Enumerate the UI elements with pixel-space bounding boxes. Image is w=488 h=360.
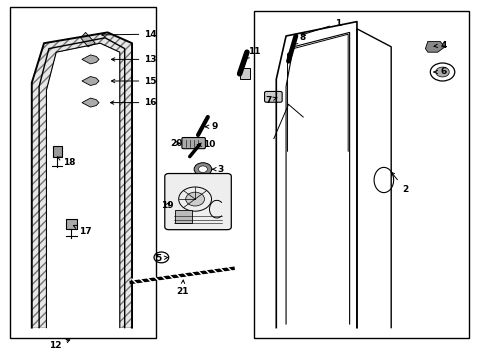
Polygon shape xyxy=(425,41,444,52)
Bar xyxy=(174,210,192,223)
FancyBboxPatch shape xyxy=(264,91,282,102)
Text: 17: 17 xyxy=(73,225,92,236)
Polygon shape xyxy=(81,77,99,85)
Circle shape xyxy=(185,192,204,206)
Text: 19: 19 xyxy=(161,201,174,210)
Text: 13: 13 xyxy=(111,55,157,64)
Bar xyxy=(239,68,250,79)
Polygon shape xyxy=(81,32,95,47)
Text: 1: 1 xyxy=(302,19,341,35)
FancyBboxPatch shape xyxy=(182,138,205,149)
Text: 5: 5 xyxy=(155,253,167,263)
Text: 14: 14 xyxy=(102,30,157,39)
Text: 18: 18 xyxy=(57,157,75,167)
Bar xyxy=(66,219,77,229)
Polygon shape xyxy=(32,32,132,328)
Circle shape xyxy=(435,67,448,77)
Circle shape xyxy=(194,163,211,176)
Text: 2: 2 xyxy=(390,172,407,194)
Bar xyxy=(10,7,156,338)
FancyBboxPatch shape xyxy=(164,174,231,230)
Polygon shape xyxy=(81,98,99,107)
Text: 20: 20 xyxy=(170,139,182,148)
Circle shape xyxy=(198,166,207,172)
Bar xyxy=(53,146,61,157)
Text: 16: 16 xyxy=(110,98,157,107)
Text: 8: 8 xyxy=(293,33,305,45)
Polygon shape xyxy=(81,55,99,64)
Text: 9: 9 xyxy=(205,122,217,131)
Text: 6: 6 xyxy=(433,68,446,77)
Text: 7: 7 xyxy=(264,95,276,104)
Text: 12: 12 xyxy=(49,339,70,350)
Text: 10: 10 xyxy=(197,140,215,149)
Text: 4: 4 xyxy=(433,40,446,49)
Text: 21: 21 xyxy=(176,280,188,296)
Bar xyxy=(254,11,468,338)
Text: 11: 11 xyxy=(245,46,261,59)
Text: 3: 3 xyxy=(212,165,224,174)
Text: 15: 15 xyxy=(111,77,157,85)
